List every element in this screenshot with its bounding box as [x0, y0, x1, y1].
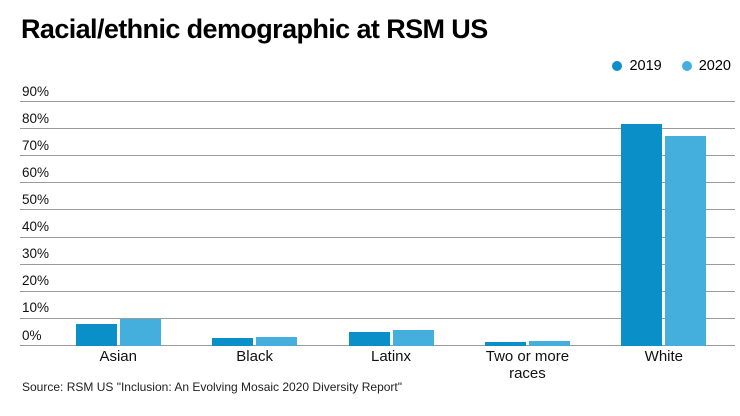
gridline-30: [20, 263, 735, 265]
gridline-70: [20, 155, 735, 157]
chart-title: Racial/ethnic demographic at RSM US: [21, 14, 488, 44]
bar-asian-2019: [75, 324, 117, 346]
bar-group-white: [596, 102, 732, 346]
x-axis-label-black: Black: [236, 348, 273, 365]
bar-latinx-2019: [348, 332, 390, 346]
bar-group-black: [186, 102, 322, 346]
gridline-80: [20, 128, 735, 130]
y-axis-label-60: 60%: [22, 164, 50, 180]
bar-group-asian: [50, 102, 186, 346]
plot-area: 0% 10% 20% 30% 40% 50% 60% 70% 80% 90%: [0, 84, 740, 346]
y-axis-label-70: 70%: [22, 137, 50, 153]
legend-item-2020: 2020: [681, 58, 731, 74]
bar-asian-2020: [119, 318, 161, 346]
gridline-40: [20, 236, 735, 238]
x-axis-label-two-or-more-races: Two or more races: [485, 348, 570, 382]
bar-black-2019: [212, 337, 254, 346]
legend-label-2019: 2019: [629, 58, 662, 74]
x-axis-label-white: White: [644, 348, 683, 365]
y-axis-label-0: 0%: [22, 327, 42, 343]
bar-latinx-2020: [392, 329, 434, 346]
bars-row: [50, 102, 732, 346]
bar-two-or-more-races-2019: [484, 341, 526, 346]
y-axis-label-90: 90%: [22, 83, 50, 99]
gridline-60: [20, 182, 735, 184]
y-axis-label-40: 40%: [22, 219, 50, 235]
bar-white-2020: [665, 135, 707, 346]
legend-label-2020: 2020: [698, 58, 731, 74]
legend: 2019 2020: [612, 58, 731, 74]
y-axis-label-30: 30%: [22, 246, 50, 262]
bar-two-or-more-races-2020: [528, 340, 570, 346]
x-axis-labels: Asian Black Latinx Two or more races White: [50, 348, 732, 383]
y-axis-label-10: 10%: [22, 300, 50, 316]
y-axis-label-80: 80%: [22, 110, 50, 126]
bar-white-2019: [621, 123, 663, 346]
y-axis-label-50: 50%: [22, 191, 50, 207]
legend-item-2019: 2019: [612, 58, 662, 74]
y-axis-label-20: 20%: [22, 273, 50, 289]
x-axis-label-latinx: Latinx: [371, 348, 412, 365]
gridline-90: [20, 101, 735, 102]
gridline-20: [20, 290, 735, 292]
legend-dot-2020: [681, 61, 692, 71]
bar-black-2020: [256, 336, 298, 346]
bar-group-two-or-more-races: [459, 102, 595, 346]
x-axis-label-asian: Asian: [99, 348, 137, 365]
gridline-10: [20, 317, 735, 319]
legend-dot-2019: [612, 61, 623, 71]
gridline-50: [20, 209, 735, 211]
source-note: Source: RSM US "Inclusion: An Evolving M…: [22, 380, 403, 394]
bar-group-latinx: [323, 102, 459, 346]
